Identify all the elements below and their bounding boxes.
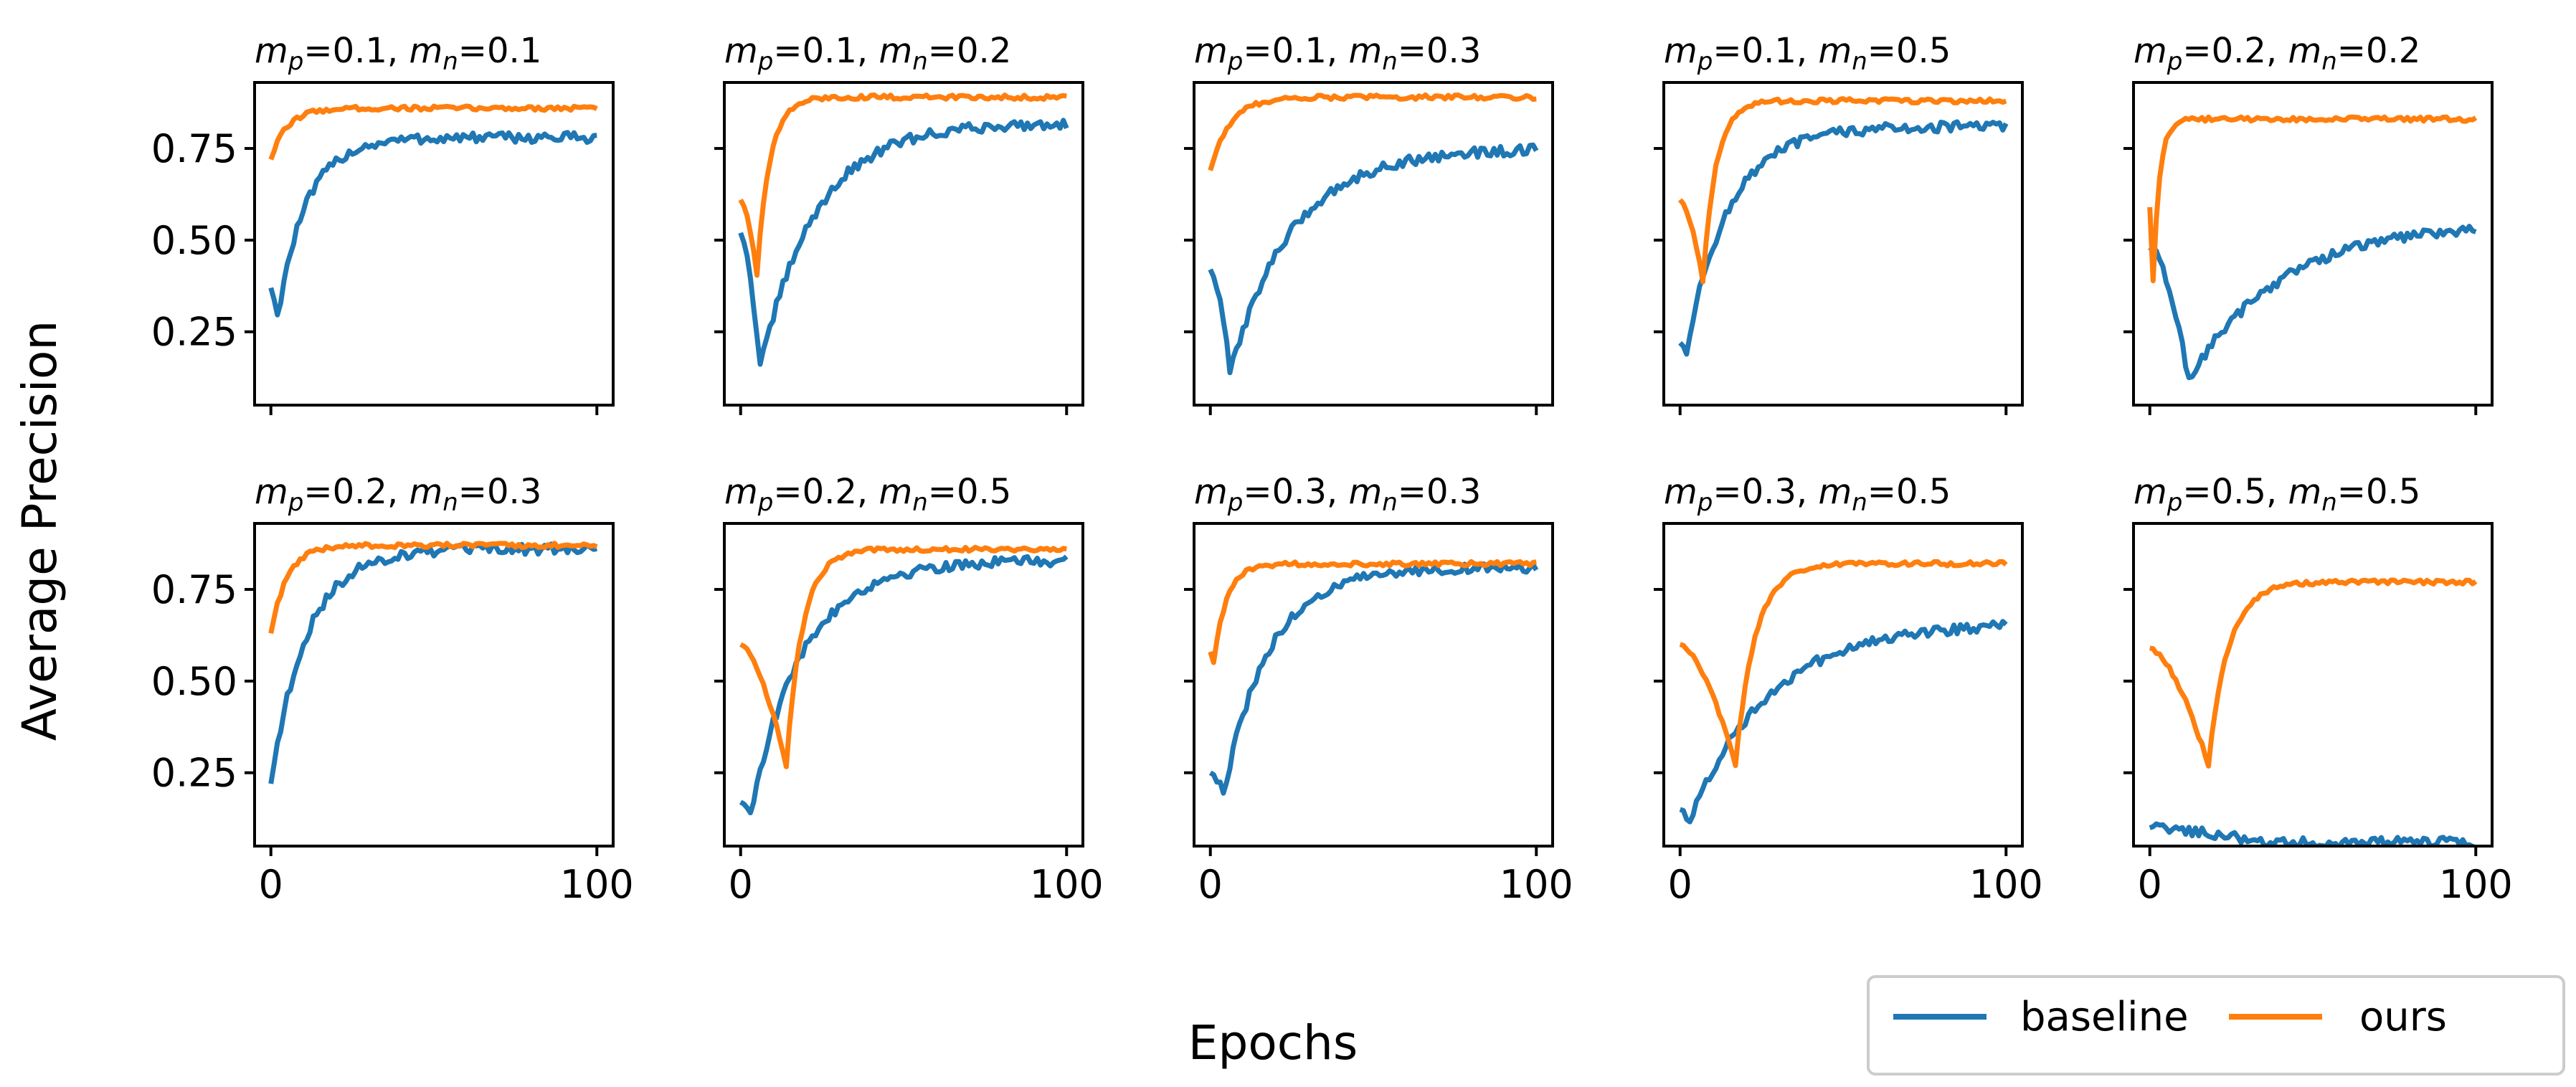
series-ours-line [1208,92,1537,171]
plot-frame [1193,81,1554,407]
panel-7: mp=0.2, mn=0.5 0 100 [714,472,1104,907]
y-axis-label: Average Precision [12,321,67,741]
panel-title: mp=0.3, mn=0.5 [1664,472,1951,517]
panel-grid: mp=0.1, mn=0.1 0.25 0.50 0.75 mp=0.1, mn=0.2… [151,31,2513,907]
plot-frame [1662,522,2024,848]
x-tick-label: 0 [1198,862,1223,907]
y-tick-label: 0.50 [151,218,237,263]
series-ours-line [1677,96,2007,285]
plot-frame [1193,522,1554,848]
panel-title: mp=0.2, mn=0.5 [724,472,1011,517]
x-tick-label: 100 [1969,862,2043,907]
y-tick-label: 0.75 [151,126,237,171]
series-ours-line [1679,559,2008,769]
x-tick-label: 0 [2138,862,2162,907]
series-baseline-line [738,118,1069,367]
y-tick-label: 0.50 [151,659,237,704]
series-ours-line [739,544,1067,769]
series-baseline-line [1679,619,2008,825]
series-ours-line [738,92,1067,278]
series-baseline-line [268,541,597,784]
panel-1: mp=0.1, mn=0.1 0.25 0.50 0.75 [151,31,615,415]
x-tick-label: 100 [1500,862,1573,907]
panel-title: mp=0.2, mn=0.3 [255,472,541,517]
series-baseline-line [739,554,1069,816]
panel-title: mp=0.3, mn=0.3 [1194,472,1481,517]
x-tick-label: 0 [729,862,753,907]
y-tick-label: 0.25 [151,751,237,796]
panel-9: mp=0.3, mn=0.5 0 100 [1654,472,2043,907]
panel-title: mp=0.5, mn=0.5 [2134,472,2420,517]
series-ours-line [268,541,598,635]
panel-title: mp=0.1, mn=0.1 [255,31,541,76]
series-baseline-line [268,130,597,318]
legend-ours-label: ours [2359,994,2447,1040]
panel-8: mp=0.3, mn=0.3 0 100 [1184,472,1573,907]
x-tick-label: 0 [1668,862,1692,907]
legend: baseline ours [1867,975,2565,1076]
panel-title: mp=0.1, mn=0.3 [1194,31,1481,76]
panel-3: mp=0.1, mn=0.3 [1184,31,1554,415]
series-ours-line [1208,559,1537,665]
y-tick-label: 0.75 [151,567,237,612]
series-baseline-line [1208,561,1539,796]
plot-frame [253,522,615,848]
x-tick-label: 100 [560,862,634,907]
plot-frame [723,522,1084,848]
panel-title: mp=0.1, mn=0.5 [1664,31,1951,76]
y-tick-label: 0.25 [151,310,237,355]
x-tick-label: 0 [259,862,283,907]
panel-title: mp=0.2, mn=0.2 [2134,31,2420,76]
series-ours-line [2149,577,2478,769]
legend-baseline-label: baseline [2020,994,2189,1040]
series-ours-line [2147,114,2478,284]
legend-frame [1867,975,2565,1076]
panel-10: mp=0.5, mn=0.5 0 100 [2123,472,2513,907]
plot-frame [2132,81,2494,407]
series-baseline-line [2149,821,2477,846]
panel-5: mp=0.2, mn=0.2 [2123,31,2494,415]
panel-6: mp=0.2, mn=0.3 0.25 0.50 0.75 0 100 [151,472,634,907]
x-axis-label: Epochs [1188,1015,1358,1071]
plot-frame [2132,522,2494,848]
x-tick-label: 100 [1030,862,1104,907]
panel-2: mp=0.1, mn=0.2 [714,31,1084,415]
series-baseline-line [2148,224,2477,381]
x-tick-label: 100 [2439,862,2513,907]
plot-frame [723,81,1084,407]
series-ours-line [268,103,598,161]
plot-frame [1662,81,2024,407]
series-baseline-line [1678,119,2009,357]
plot-frame [253,81,615,407]
panel-4: mp=0.1, mn=0.5 [1654,31,2024,415]
series-baseline-line [1208,142,1539,376]
panel-title: mp=0.1, mn=0.2 [724,31,1011,76]
